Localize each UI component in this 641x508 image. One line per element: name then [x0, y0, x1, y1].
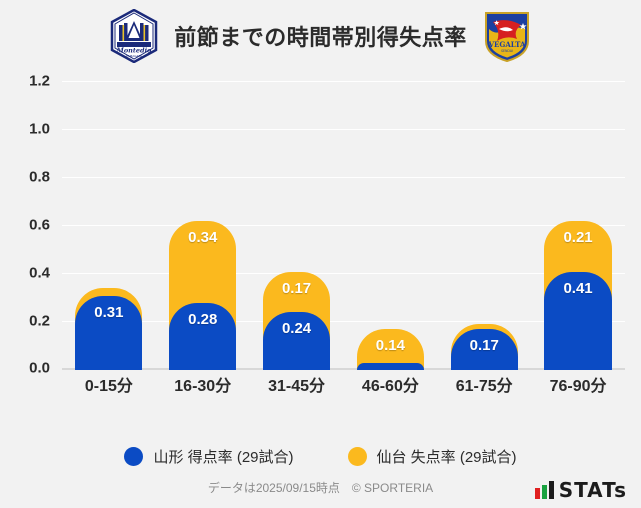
- y-axis-tick-label: 0.4: [29, 264, 50, 282]
- gridline: 0.0: [29, 360, 625, 377]
- bar-value-label: 0.34: [188, 229, 218, 247]
- svg-text:Montedio: Montedio: [116, 47, 152, 55]
- bar-value-label: 0.21: [563, 229, 593, 247]
- gridline: 0.6: [29, 217, 625, 234]
- page-title: 前節までの時間帯別得失点率: [174, 25, 467, 50]
- gridline: 0.4: [29, 265, 625, 282]
- bar-scored-rate[interactable]: 0.24: [262, 312, 331, 370]
- legend-item[interactable]: 山形 得点率 (29試合): [124, 446, 294, 467]
- bar-group: 0.21 0.41: [538, 82, 618, 370]
- bar-series-container: 0.31 0.34 0.28 0.17 0.24 0.14 0.17 0.21 0.41: [62, 82, 625, 370]
- bar-value-label: 0.28: [188, 310, 218, 328]
- bar-value-label: 0.14: [375, 337, 405, 355]
- blue-circle-icon: [124, 447, 144, 466]
- plot-region: 0.0 0.2 0.4 0.6 0.8 1.0 1.2 0.31 0.34 0.28 0.17 0.2…: [29, 73, 625, 377]
- bar-value-label: 0.31: [94, 303, 124, 321]
- svg-text:VEGALTA: VEGALTA: [487, 40, 525, 49]
- bar-scored-rate[interactable]: 0.28: [169, 302, 237, 370]
- bar-group: 0.14: [350, 82, 430, 370]
- legend-label: 山形 得点率 (29試合): [153, 449, 294, 466]
- gridline: 1.2: [29, 73, 625, 90]
- x-axis-tick-label: 16-30分: [174, 378, 232, 395]
- chart-legend: 山形 得点率 (29試合) 仙台 失点率 (29試合): [0, 446, 641, 467]
- vegalta-sendai-crest-icon: VEGALTA SENDAI: [483, 9, 531, 63]
- montedio-yamagata-crest-icon: Montedio YAMAGATA: [110, 9, 158, 63]
- svg-text:SENDAI: SENDAI: [501, 49, 513, 53]
- bar-value-label: 0.17: [469, 337, 499, 355]
- bar-group: 0.31: [69, 82, 149, 370]
- chart-area: 0.0 0.2 0.4 0.6 0.8 1.0 1.2 0.31 0.34 0.28 0.17 0.2…: [0, 72, 641, 395]
- x-axis-tick-label: 0-15分: [84, 378, 133, 395]
- bar-scored-rate[interactable]: 0.31: [75, 295, 143, 370]
- stats-logo-text: STATs: [558, 478, 627, 502]
- bar-value-label: 0.41: [563, 279, 593, 297]
- y-axis-tick-label: 1.2: [29, 72, 50, 90]
- x-axis-labels: 0-15分 16-30分 31-45分 46-60分 61-75分 76-90分: [62, 372, 625, 396]
- bar-scored-rate[interactable]: 0.41: [544, 271, 612, 370]
- data-timestamp-note: データは2025/09/15時点 © SPORTERIA: [207, 480, 434, 495]
- stats-bars-icon: [534, 481, 554, 499]
- bar-group: 0.17: [444, 82, 524, 370]
- bar-group: 0.34 0.28: [163, 82, 243, 370]
- y-axis-tick-label: 0.2: [29, 312, 50, 330]
- y-axis-tick-label: 0.6: [29, 216, 50, 234]
- legend-label: 仙台 失点率 (29試合): [376, 449, 517, 466]
- y-axis-tick-label: 0.0: [29, 359, 50, 377]
- chart-header: Montedio YAMAGATA 前節までの時間帯別得失点率 VEGALTA …: [0, 0, 641, 72]
- y-axis-tick-label: 0.8: [29, 168, 50, 186]
- stats-logo: STATs: [534, 478, 627, 502]
- gridline: 0.8: [29, 169, 625, 186]
- gridline: 0.2: [29, 313, 625, 330]
- bar-group: 0.17 0.24: [257, 82, 337, 370]
- gridline: 1.0: [29, 121, 625, 138]
- x-axis-tick-label: 46-60分: [361, 378, 419, 395]
- orange-circle-icon: [347, 447, 367, 466]
- bar-scored-rate[interactable]: [356, 362, 424, 370]
- svg-text:YAMAGATA: YAMAGATA: [126, 54, 143, 58]
- bar-value-label: 0.24: [281, 320, 312, 338]
- x-axis-tick-label: 61-75分: [455, 378, 513, 395]
- x-axis-tick-label: 31-45分: [268, 378, 326, 395]
- y-axis-tick-label: 1.0: [29, 120, 50, 138]
- bar-scored-rate[interactable]: 0.17: [450, 329, 518, 370]
- x-axis-tick-label: 76-90分: [549, 378, 607, 395]
- bar-value-label: 0.17: [281, 279, 312, 297]
- chart-footer: データは2025/09/15時点 © SPORTERIA: [0, 474, 641, 500]
- legend-item[interactable]: 仙台 失点率 (29試合): [347, 446, 517, 467]
